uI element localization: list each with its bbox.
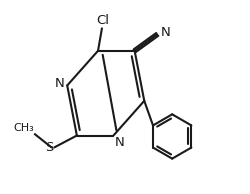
Text: N: N <box>161 26 171 39</box>
Text: Cl: Cl <box>96 14 109 27</box>
Text: N: N <box>55 77 65 90</box>
Text: N: N <box>114 137 124 150</box>
Text: S: S <box>45 141 54 154</box>
Text: CH₃: CH₃ <box>13 123 34 133</box>
